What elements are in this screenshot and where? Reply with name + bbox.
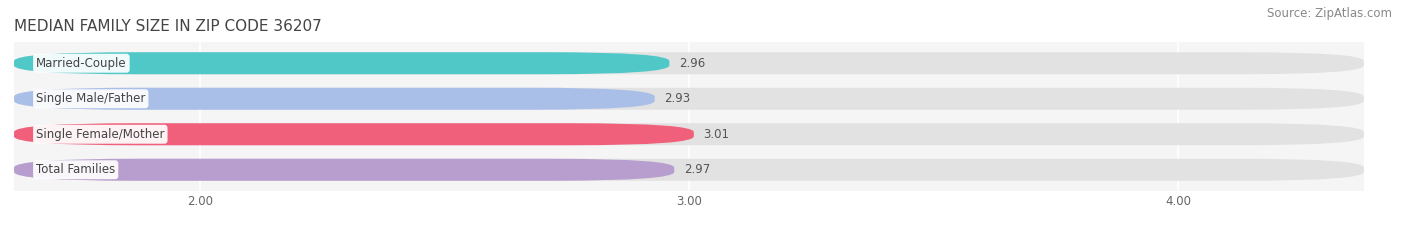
FancyBboxPatch shape [14, 159, 675, 181]
Text: Single Male/Father: Single Male/Father [37, 92, 145, 105]
Text: Married-Couple: Married-Couple [37, 57, 127, 70]
FancyBboxPatch shape [14, 52, 669, 74]
FancyBboxPatch shape [14, 123, 1364, 145]
Text: Source: ZipAtlas.com: Source: ZipAtlas.com [1267, 7, 1392, 20]
FancyBboxPatch shape [14, 88, 655, 110]
FancyBboxPatch shape [14, 123, 693, 145]
Text: Single Female/Mother: Single Female/Mother [37, 128, 165, 141]
FancyBboxPatch shape [14, 88, 1364, 110]
FancyBboxPatch shape [14, 159, 1364, 181]
Text: Total Families: Total Families [37, 163, 115, 176]
Text: MEDIAN FAMILY SIZE IN ZIP CODE 36207: MEDIAN FAMILY SIZE IN ZIP CODE 36207 [14, 19, 322, 34]
Text: 2.93: 2.93 [665, 92, 690, 105]
Text: 2.96: 2.96 [679, 57, 706, 70]
Text: 3.01: 3.01 [703, 128, 730, 141]
Text: 2.97: 2.97 [685, 163, 710, 176]
FancyBboxPatch shape [14, 52, 1364, 74]
